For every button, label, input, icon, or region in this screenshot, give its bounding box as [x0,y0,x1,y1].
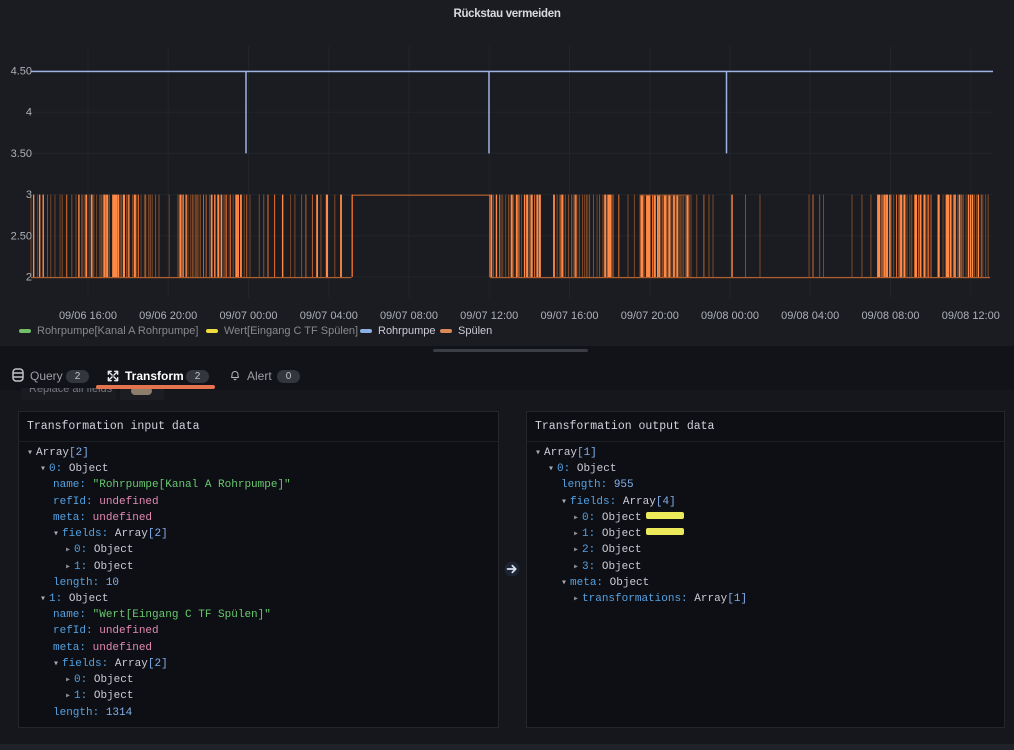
svg-text:09/08 08:00: 09/08 08:00 [861,310,919,322]
svg-text:2: 2 [26,272,32,284]
svg-text:09/07 12:00: 09/07 12:00 [460,310,518,322]
svg-text:4: 4 [26,107,32,119]
svg-text:09/07 04:00: 09/07 04:00 [300,310,358,322]
svg-text:09/06 20:00: 09/06 20:00 [139,310,197,322]
svg-text:4.50: 4.50 [11,66,32,78]
svg-text:3: 3 [26,189,32,201]
svg-text:09/08 12:00: 09/08 12:00 [942,310,1000,322]
svg-text:09/08 00:00: 09/08 00:00 [701,310,759,322]
svg-text:09/06 16:00: 09/06 16:00 [59,310,117,322]
svg-text:09/07 16:00: 09/07 16:00 [540,310,598,322]
svg-text:09/08 04:00: 09/08 04:00 [781,310,839,322]
svg-text:3.50: 3.50 [11,148,32,160]
svg-text:09/07 08:00: 09/07 08:00 [380,310,438,322]
svg-text:2.50: 2.50 [11,230,32,242]
svg-text:09/07 20:00: 09/07 20:00 [621,310,679,322]
svg-text:09/07 00:00: 09/07 00:00 [219,310,277,322]
